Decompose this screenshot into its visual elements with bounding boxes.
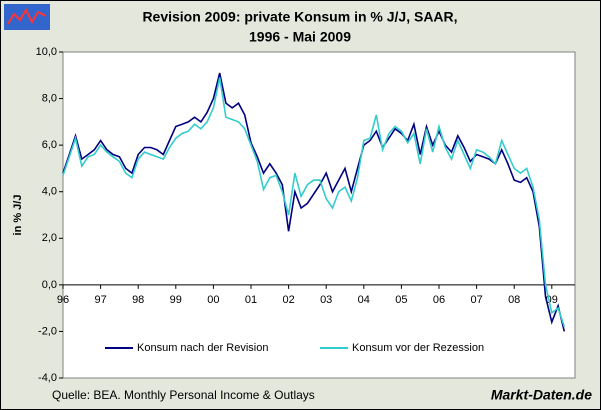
- y-tick-label: -2,0: [38, 325, 57, 337]
- plot-area: [62, 51, 576, 379]
- chart-title: 1996 - Mai 2009: [249, 29, 351, 45]
- x-tick-label: 99: [170, 294, 182, 306]
- x-tick-label: 98: [132, 294, 144, 306]
- y-tick-label: 4,0: [42, 186, 57, 198]
- x-tick-label: 03: [320, 294, 332, 306]
- x-tick-label: 96: [57, 294, 69, 306]
- y-axis-label: in % J/J: [12, 195, 24, 236]
- x-tick-label: 05: [395, 294, 407, 306]
- y-tick-label: 8,0: [42, 92, 57, 104]
- y-tick-label: 10,0: [36, 46, 57, 58]
- y-tick-label: 6,0: [42, 139, 57, 151]
- x-tick-label: 04: [358, 294, 370, 306]
- line: [62, 77, 566, 328]
- x-tick-label: 01: [245, 294, 257, 306]
- x-tick-label: 06: [433, 294, 445, 306]
- x-tick-label: 97: [94, 294, 106, 306]
- line: [62, 72, 566, 332]
- x-tick-label: 08: [508, 294, 520, 306]
- y-tick-label: 0,0: [42, 279, 57, 291]
- x-tick-label: 00: [207, 294, 219, 306]
- source: Quelle: BEA. Monthly Personal Income & O…: [52, 388, 315, 402]
- y-tick-label: -4,0: [38, 372, 57, 384]
- legend-label: Konsum vor der Rezession: [352, 342, 484, 354]
- y-tick-label: 2,0: [42, 232, 57, 244]
- chart-title: Revision 2009: private Konsum in % J/J, …: [142, 9, 457, 25]
- x-tick-label: 02: [282, 294, 294, 306]
- x-tick-label: 07: [470, 294, 482, 306]
- logo: [4, 4, 50, 30]
- brand: Markt-Daten.de: [491, 387, 592, 403]
- legend-label: Konsum nach der Revision: [137, 342, 268, 354]
